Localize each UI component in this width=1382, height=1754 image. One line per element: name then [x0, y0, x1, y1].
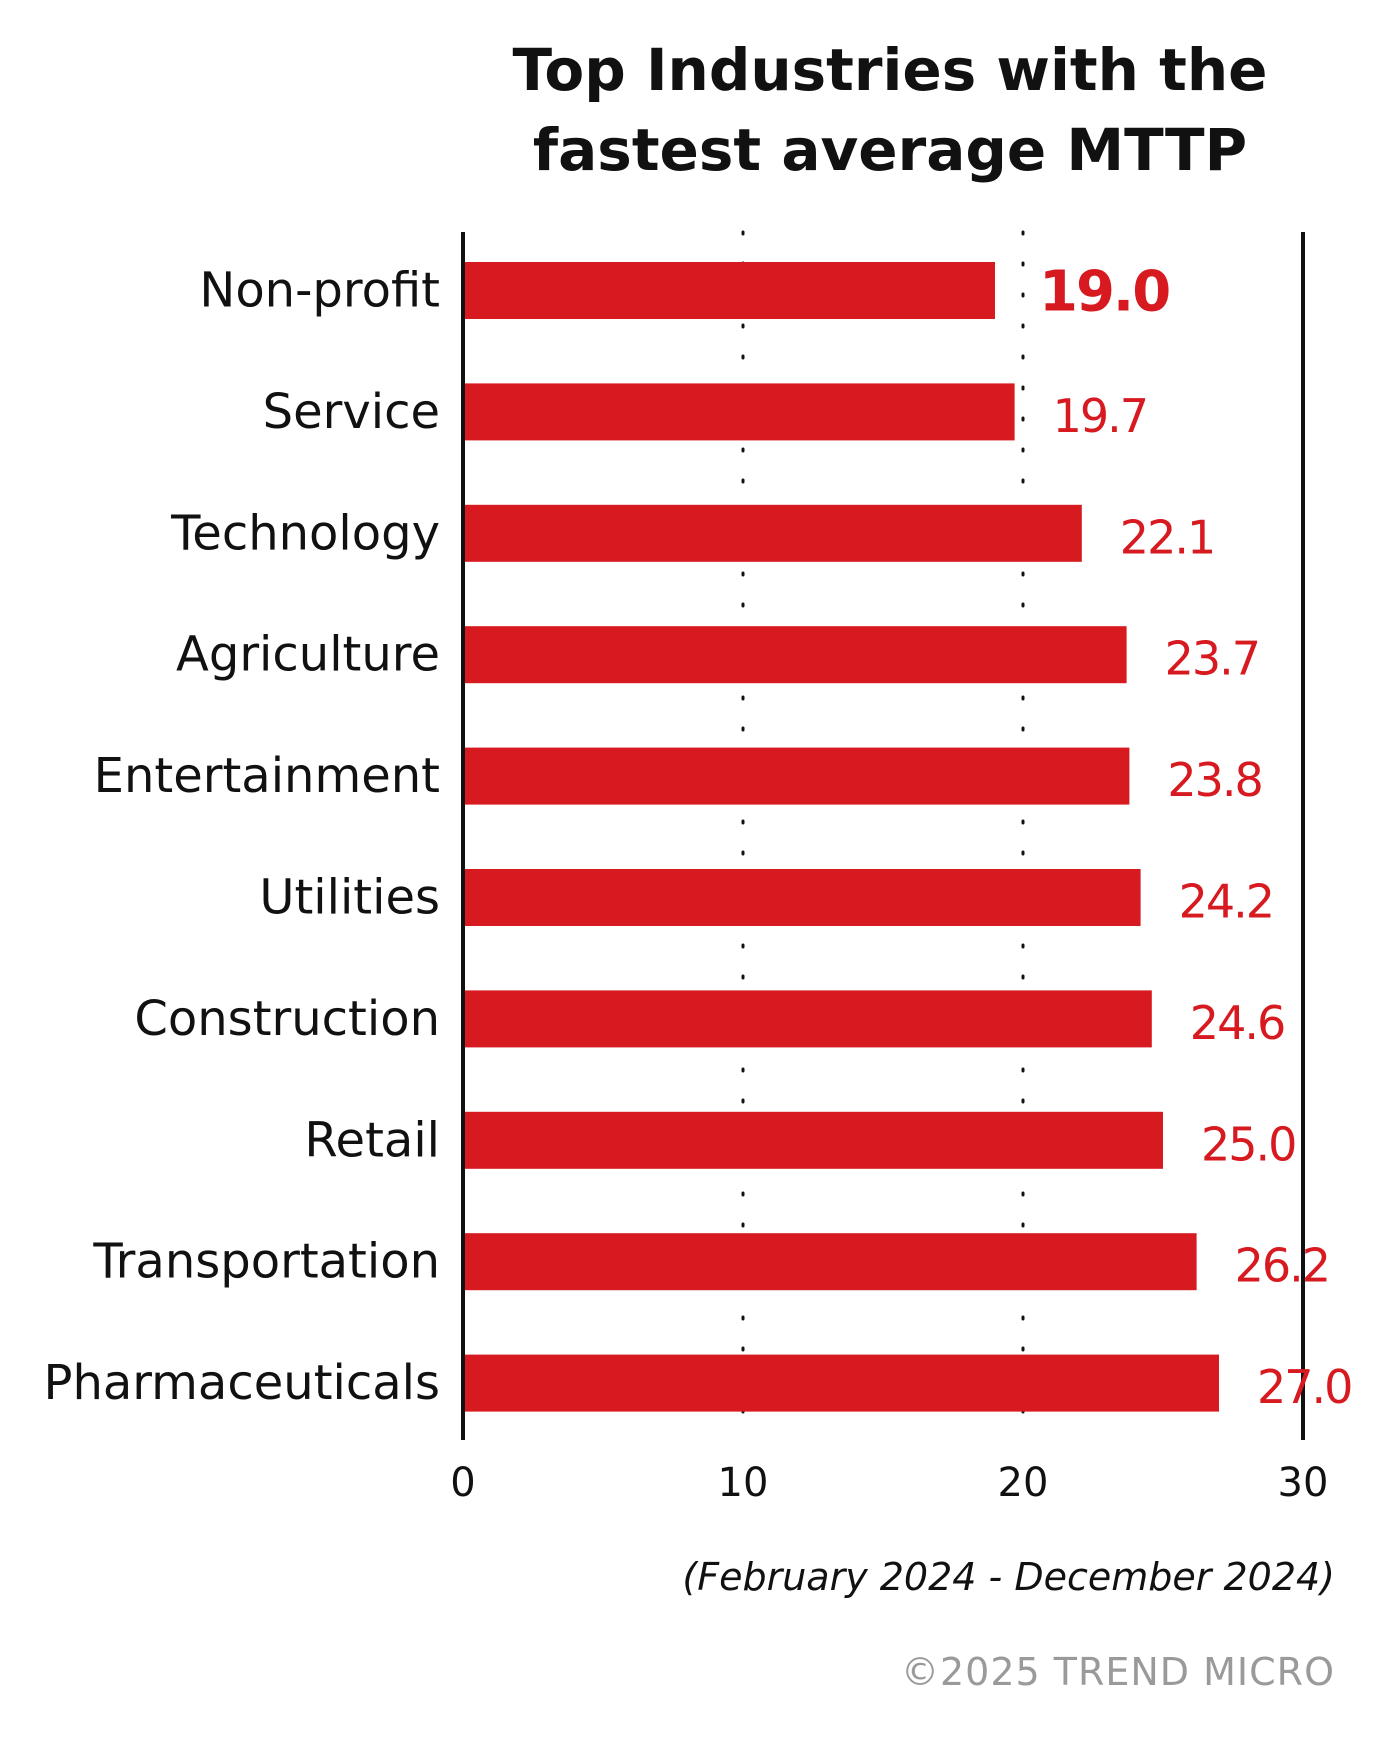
bars: [463, 262, 1219, 1412]
bar-service: [463, 383, 1015, 441]
bar-technology: [463, 504, 1082, 562]
x-tick-label-0: 0: [450, 1460, 475, 1506]
bar-pharmaceuticals: [463, 1354, 1219, 1412]
value-label-utilities: 24.2: [1179, 875, 1273, 929]
copyright-text: ©2025 TREND MICRO: [900, 1650, 1335, 1694]
bar-non-profit: [463, 262, 995, 319]
category-label-service: Service: [263, 384, 440, 440]
value-label-transportation: 26.2: [1235, 1239, 1329, 1293]
category-label-utilities: Utilities: [259, 870, 440, 926]
category-label-non-profit: Non-profit: [199, 263, 440, 319]
category-label-transportation: Transportation: [92, 1234, 440, 1290]
value-label-non-profit: 19.0: [1039, 260, 1169, 325]
category-label-construction: Construction: [134, 991, 440, 1047]
value-label-construction: 24.6: [1190, 996, 1284, 1050]
bar-chart: Non-profit 19.0 Service 19.7 Technology 22.1 A…: [44, 230, 1354, 1507]
bar-construction: [463, 990, 1152, 1048]
axes: [461, 232, 1305, 1440]
bar-agriculture: [463, 626, 1127, 684]
bar-transportation: [463, 1233, 1197, 1291]
value-label-technology: 22.1: [1120, 510, 1214, 564]
chart-title: Top Industries with the fastest average …: [440, 30, 1340, 190]
value-label-entertainment: 23.8: [1167, 753, 1261, 807]
value-label-pharmaceuticals: 27.0: [1257, 1360, 1351, 1414]
chart-title-line-2: fastest average MTTP: [532, 116, 1248, 184]
bar-entertainment: [463, 747, 1130, 805]
value-label-service: 19.7: [1053, 389, 1147, 443]
category-label-entertainment: Entertainment: [94, 748, 440, 804]
labels: Non-profit 19.0 Service 19.7 Technology 22.1 A…: [44, 260, 1354, 1507]
value-label-agriculture: 23.7: [1165, 632, 1259, 686]
category-label-agriculture: Agriculture: [176, 627, 440, 683]
bar-utilities: [463, 869, 1141, 926]
value-label-retail: 25.0: [1201, 1117, 1295, 1171]
x-tick-label-10: 10: [718, 1460, 769, 1506]
chart-title-line-1: Top Industries with the: [512, 36, 1268, 104]
x-tick-label-20: 20: [998, 1460, 1049, 1506]
category-label-technology: Technology: [170, 505, 440, 561]
category-label-retail: Retail: [304, 1112, 440, 1168]
bar-retail: [463, 1111, 1163, 1169]
period-note: (February 2024 - December 2024): [682, 1555, 1335, 1599]
x-tick-label-30: 30: [1278, 1460, 1329, 1506]
category-label-pharmaceuticals: Pharmaceuticals: [44, 1355, 441, 1411]
